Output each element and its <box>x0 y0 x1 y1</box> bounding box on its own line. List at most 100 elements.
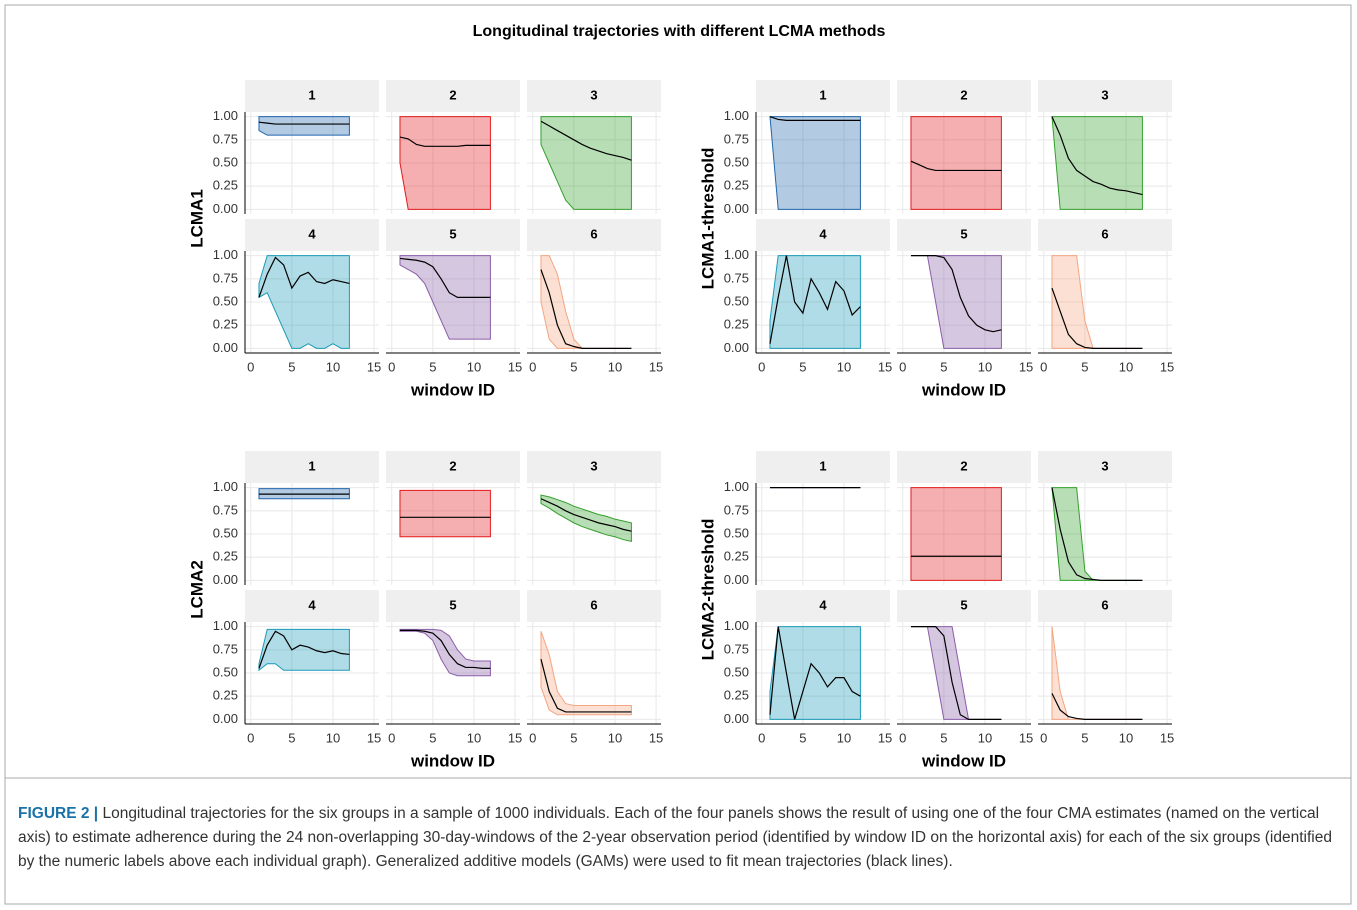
y-axis-title: LCMA1-threshold <box>698 148 717 290</box>
x-tick-label: 5 <box>1081 359 1088 374</box>
x-tick-label: 15 <box>649 359 663 374</box>
strip <box>897 219 1031 251</box>
x-tick-label: 10 <box>608 730 622 745</box>
y-tick-label: 0.00 <box>213 711 238 726</box>
strip-label: 1 <box>308 458 315 473</box>
strip-label: 5 <box>960 597 967 612</box>
x-tick-label: 10 <box>978 359 992 374</box>
y-tick-label: 0.00 <box>213 340 238 355</box>
strip-label: 4 <box>308 597 316 612</box>
x-axis-title: window ID <box>921 751 1006 770</box>
strip-label: 5 <box>449 597 456 612</box>
y-tick-label: 1.00 <box>724 479 749 494</box>
mean-trajectory <box>399 629 491 669</box>
mean-trajectory <box>910 255 1002 333</box>
y-tick-label: 0.25 <box>213 549 238 564</box>
mean-trajectory <box>540 269 632 349</box>
y-tick-label: 0.75 <box>213 131 238 146</box>
trajectory-band <box>258 628 350 672</box>
mean-trajectory <box>540 120 632 161</box>
y-tick-label: 0.50 <box>724 154 749 169</box>
mean-trajectory <box>399 257 491 298</box>
strip <box>897 590 1031 622</box>
x-tick-label: 0 <box>247 359 254 374</box>
y-tick-label: 1.00 <box>213 247 238 262</box>
x-tick-label: 0 <box>899 730 906 745</box>
x-axis-title: window ID <box>921 380 1006 399</box>
strip-label: 1 <box>819 87 826 102</box>
x-tick-label: 15 <box>1160 730 1174 745</box>
x-tick-label: 10 <box>1119 730 1133 745</box>
strip-label: 1 <box>819 458 826 473</box>
strip <box>756 80 890 112</box>
x-tick-label: 0 <box>758 730 765 745</box>
x-tick-label: 15 <box>508 730 522 745</box>
x-tick-label: 15 <box>508 359 522 374</box>
strip-label: 4 <box>308 226 316 241</box>
mean-trajectory <box>258 256 350 298</box>
y-tick-label: 0.00 <box>213 201 238 216</box>
mean-trajectory <box>1051 487 1143 581</box>
strip-label: 6 <box>590 226 597 241</box>
x-tick-label: 15 <box>1019 359 1033 374</box>
x-tick-label: 0 <box>1040 730 1047 745</box>
trajectory-band <box>258 255 350 349</box>
strip <box>245 80 379 112</box>
strip <box>527 451 661 483</box>
x-tick-label: 10 <box>326 359 340 374</box>
y-tick-label: 1.00 <box>724 108 749 123</box>
mean-trajectory <box>910 160 1002 172</box>
y-tick-label: 1.00 <box>213 479 238 494</box>
figure-title: Longitudinal trajectories with different… <box>473 23 886 40</box>
x-tick-label: 5 <box>429 359 436 374</box>
mean-trajectory <box>1051 287 1143 349</box>
trajectory-band <box>910 255 1002 349</box>
strip <box>527 80 661 112</box>
strip <box>756 590 890 622</box>
strip <box>756 219 890 251</box>
mean-trajectory <box>540 658 632 713</box>
strip <box>386 80 520 112</box>
strip <box>1038 590 1172 622</box>
x-tick-label: 10 <box>608 359 622 374</box>
x-tick-label: 5 <box>799 359 806 374</box>
strip-label: 1 <box>308 87 315 102</box>
mean-trajectory <box>540 498 632 532</box>
trajectory-band <box>910 626 1002 720</box>
y-tick-label: 0.75 <box>213 502 238 517</box>
trajectory-band <box>258 116 350 136</box>
x-tick-label: 15 <box>878 730 892 745</box>
strip-label: 4 <box>819 597 827 612</box>
strip-label: 2 <box>960 87 967 102</box>
x-tick-label: 5 <box>570 359 577 374</box>
trajectory-band <box>399 116 491 210</box>
strip-label: 3 <box>1101 458 1108 473</box>
strip-label: 6 <box>1101 597 1108 612</box>
x-tick-label: 15 <box>367 730 381 745</box>
x-tick-label: 15 <box>367 359 381 374</box>
y-tick-label: 0.50 <box>213 293 238 308</box>
x-tick-label: 15 <box>649 730 663 745</box>
y-axis-title: LCMA1 <box>187 189 206 248</box>
x-tick-label: 0 <box>899 359 906 374</box>
y-tick-label: 0.75 <box>724 270 749 285</box>
strip-label: 3 <box>1101 87 1108 102</box>
trajectory-band <box>769 116 861 210</box>
x-tick-label: 15 <box>878 359 892 374</box>
mean-trajectory <box>1051 693 1143 720</box>
x-tick-label: 0 <box>1040 359 1047 374</box>
mean-trajectory <box>258 630 350 669</box>
y-tick-label: 0.00 <box>724 572 749 587</box>
x-tick-label: 10 <box>467 730 481 745</box>
trajectory-band <box>769 255 861 349</box>
x-tick-label: 0 <box>529 359 536 374</box>
mean-trajectory <box>769 116 861 121</box>
strip <box>527 219 661 251</box>
strip-label: 2 <box>960 458 967 473</box>
strip <box>1038 80 1172 112</box>
x-tick-label: 5 <box>570 730 577 745</box>
y-tick-label: 0.75 <box>213 270 238 285</box>
strip-label: 2 <box>449 87 456 102</box>
trajectory-band <box>540 631 632 716</box>
